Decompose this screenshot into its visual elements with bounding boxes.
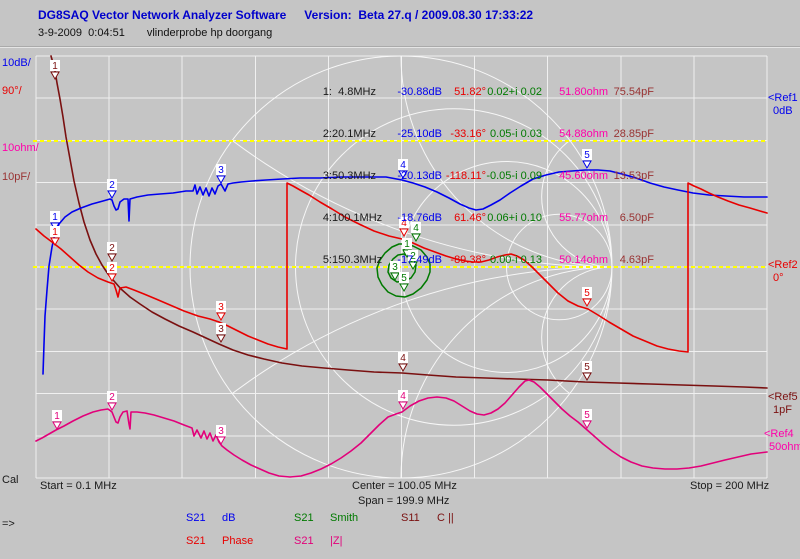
app-title-bar: DG8SAQ Vector Network Analyzer Software V… (38, 8, 533, 22)
app-version: Version: Beta 27.q / 2009.08.30 17:33:22 (304, 8, 534, 22)
trace-marker-4[interactable]: 4 (398, 390, 408, 411)
trace-marker-4[interactable]: 4 (411, 222, 421, 243)
svg-text:5: 5 (584, 150, 590, 161)
trace-marker-1[interactable]: 1 (50, 226, 60, 247)
trace-marker-3[interactable]: 3 (216, 164, 226, 185)
ref2-label[interactable]: <Ref2 0° (768, 259, 798, 284)
svg-text:4: 4 (400, 160, 406, 171)
trace-marker-2[interactable]: 2 (408, 250, 418, 271)
trace-marker-3[interactable]: 3 (216, 323, 226, 344)
marker-row-3: 3:50.3MHz -20.13dB -118.11°-0.05-i 0.09 45.… (322, 170, 654, 182)
marker-row-2: 2:20.1MHz -25.10dB -33.16° 0.05-i 0.03 54.88… (322, 128, 654, 140)
trace-marker-1[interactable]: 1 (52, 410, 62, 431)
svg-text:2: 2 (109, 180, 115, 191)
header-divider (0, 46, 800, 47)
svg-text:5: 5 (584, 288, 590, 299)
s21-z-trace (35, 379, 768, 478)
svg-text:4: 4 (400, 353, 406, 364)
legend-s21-smith[interactable]: S21 Smith (294, 512, 359, 524)
scale-pf-per-div[interactable]: 10pF/ (2, 171, 31, 183)
legend-s21-z[interactable]: S21 |Z| (294, 535, 343, 547)
stop-freq[interactable]: Stop = 200 MHz (690, 480, 770, 492)
marker-table: 1: 4.8MHz -30.88dB 51.82°0.02+i 0.02 51.80oh… (308, 57, 654, 295)
legend-s11-c[interactable]: S11 C || (401, 512, 454, 524)
svg-text:4: 4 (413, 223, 419, 234)
svg-text:3: 3 (218, 302, 224, 313)
trace-marker-3[interactable]: 3 (216, 301, 226, 322)
cal-status[interactable]: Cal (2, 474, 19, 486)
start-freq[interactable]: Start = 0.1 MHz (40, 480, 117, 492)
svg-text:5: 5 (584, 410, 590, 421)
s21-db-trace (42, 169, 768, 375)
sweep-label: vlinderprobe hp doorgang (146, 27, 273, 39)
legend-s21-db[interactable]: S21 dB (186, 512, 236, 524)
trace-marker-5[interactable]: 5 (399, 272, 409, 293)
trace-marker-1[interactable]: 1 (50, 60, 60, 81)
svg-text:2: 2 (109, 263, 115, 274)
svg-text:1: 1 (52, 212, 58, 223)
trace-marker-4[interactable]: 4 (399, 217, 409, 238)
trace-marker-4[interactable]: 4 (398, 352, 408, 373)
app-title: DG8SAQ Vector Network Analyzer Software (38, 8, 287, 22)
marker-row-5: 5:150.3MHz -17.49dB -89.38° 0.00-i 0.13 50.1… (322, 254, 654, 266)
trace-marker-5[interactable]: 5 (582, 287, 592, 308)
trace-marker-2[interactable]: 2 (107, 179, 117, 200)
svg-text:1: 1 (404, 239, 410, 250)
sweep-info-bar: 3-9-2009 0:04:51 vlinderprobe hp doorgang (38, 27, 272, 39)
ref4-label[interactable]: <Ref4 50ohm (764, 428, 800, 453)
trace-marker-5[interactable]: 5 (582, 149, 592, 170)
svg-text:2: 2 (109, 243, 115, 254)
trace-marker-4[interactable]: 4 (398, 159, 408, 180)
center-freq[interactable]: Center = 100.05 MHz (352, 480, 457, 492)
svg-text:3: 3 (218, 426, 224, 437)
s21-smith-trace (376, 243, 431, 298)
svg-text:5: 5 (401, 273, 407, 284)
scale-deg-per-div[interactable]: 90°/ (2, 85, 22, 97)
header-divider-highlight (0, 47, 800, 48)
legend-s21-phase[interactable]: S21 Phase (186, 535, 254, 547)
span-freq[interactable]: Span = 199.9 MHz (358, 495, 450, 507)
marker-row-4: 4:100.1MHz -18.76dB 61.46°0.06+i 0.10 55.77… (322, 212, 654, 224)
marker-row-1: 1: 4.8MHz -30.88dB 51.82°0.02+i 0.02 51.80oh… (322, 86, 654, 98)
sweep-datetime: 3-9-2009 0:04:51 (38, 27, 125, 39)
trace-marker-3[interactable]: 3 (216, 425, 226, 446)
svg-text:4: 4 (401, 218, 407, 229)
svg-text:3: 3 (218, 165, 224, 176)
svg-text:1: 1 (52, 61, 58, 72)
trace-marker-2[interactable]: 2 (107, 242, 117, 263)
trace-marker-5[interactable]: 5 (582, 409, 592, 430)
svg-text:2: 2 (109, 392, 115, 403)
svg-text:1: 1 (52, 227, 58, 238)
svg-text:2: 2 (410, 251, 416, 262)
trace-marker-5[interactable]: 5 (582, 361, 592, 382)
scale-db-per-div[interactable]: 10dB/ (2, 57, 31, 69)
s11-c-trace (50, 55, 768, 389)
ref5-label[interactable]: <Ref5 1pF (768, 391, 798, 416)
svg-text:5: 5 (584, 362, 590, 373)
ref1-label[interactable]: <Ref1 0dB (768, 92, 798, 117)
svg-text:1: 1 (54, 411, 60, 422)
svg-text:3: 3 (218, 324, 224, 335)
trace-marker-2[interactable]: 2 (107, 391, 117, 412)
svg-text:3: 3 (392, 262, 398, 273)
prompt-arrow: => (2, 518, 15, 530)
scale-ohm-per-div[interactable]: 10ohm/ (2, 142, 39, 154)
svg-text:4: 4 (400, 391, 406, 402)
trace-marker-3[interactable]: 3 (390, 261, 400, 282)
trace-marker-2[interactable]: 2 (107, 262, 117, 283)
